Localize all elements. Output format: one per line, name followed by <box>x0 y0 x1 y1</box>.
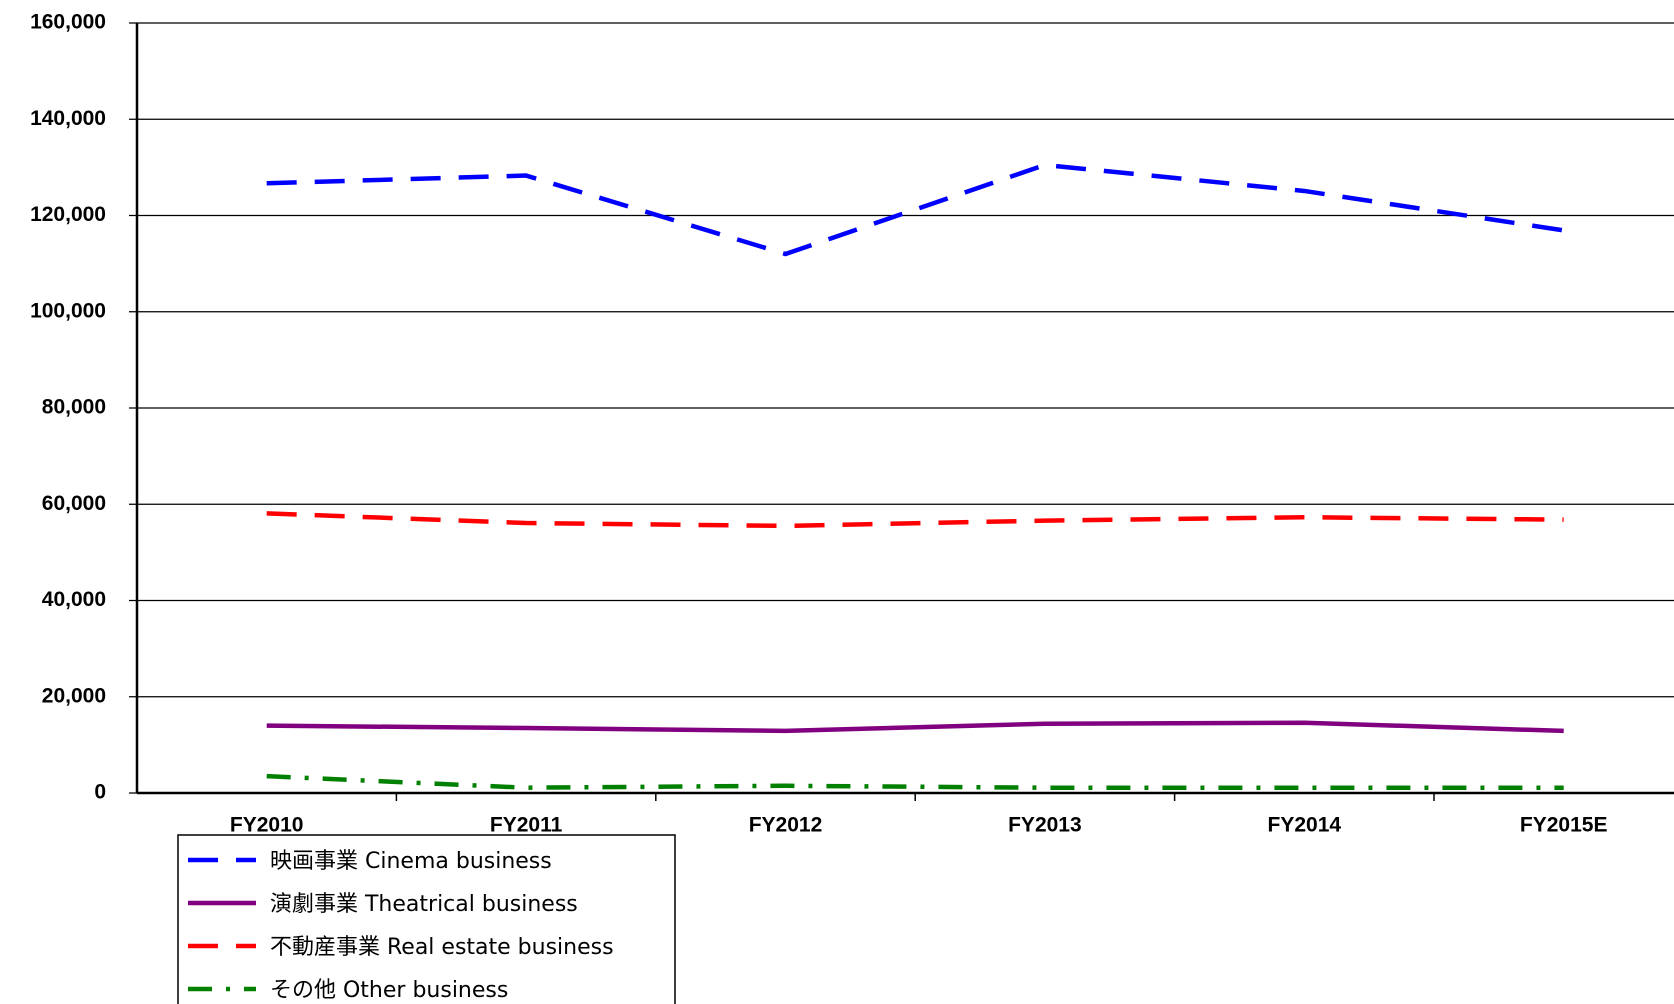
series-line <box>266 511 1564 529</box>
x-tick-label: FY2012 <box>749 814 823 837</box>
y-tick-label: 60,000 <box>42 492 106 515</box>
y-tick-label: 20,000 <box>42 684 106 707</box>
legend-box <box>177 834 676 1004</box>
x-tick-label: FY2015E <box>1520 814 1608 837</box>
legend-label: 不動産事業 Real estate business <box>270 935 614 960</box>
x-tick-label: FY2011 <box>490 814 563 837</box>
x-tick-label: FY2013 <box>1008 814 1082 837</box>
legend-label: その他 Other business <box>270 978 508 1003</box>
y-tick-label: 40,000 <box>42 588 106 611</box>
y-tick-label: 140,000 <box>30 107 106 130</box>
series-line <box>266 162 1565 257</box>
x-tick-label: FY2010 <box>230 814 304 837</box>
x-tick-label: FY2014 <box>1268 814 1342 837</box>
y-tick-label: 0 <box>94 781 106 804</box>
y-tick-label: 80,000 <box>42 396 106 419</box>
y-tick-label: 120,000 <box>30 203 106 226</box>
legend-label: 演劇事業 Theatrical business <box>270 892 578 917</box>
legend-label: 映画事業 Cinema business <box>270 849 552 874</box>
y-tick-label: 100,000 <box>30 299 106 322</box>
y-tick-label: 160,000 <box>30 11 106 34</box>
series-line <box>266 773 1564 790</box>
series-line <box>266 720 1564 734</box>
